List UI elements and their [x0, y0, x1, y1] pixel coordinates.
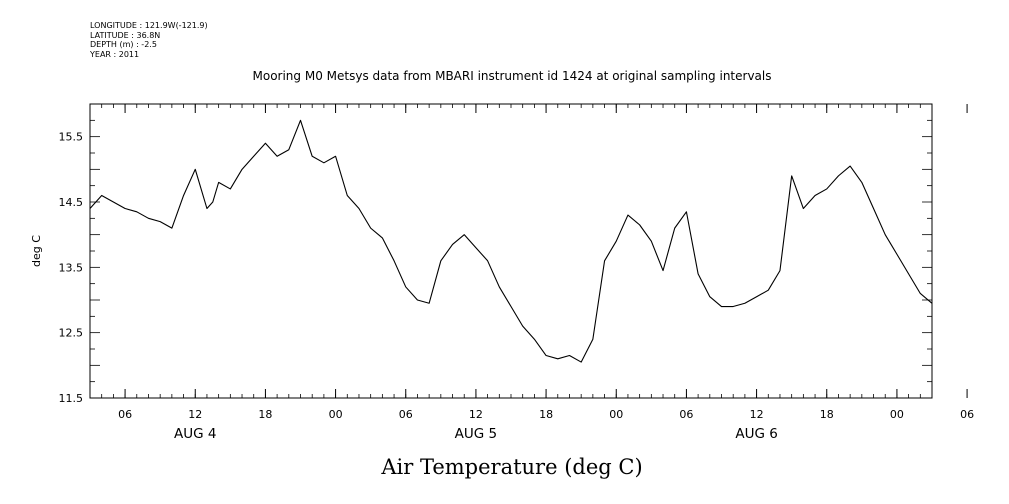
- y-tick-label: 15.5: [59, 131, 84, 144]
- x-hour-label: 06: [960, 408, 974, 421]
- x-hour-label: 18: [820, 408, 834, 421]
- x-hour-label: 06: [679, 408, 693, 421]
- x-hour-label: 12: [750, 408, 764, 421]
- minor-ticks: [89, 103, 933, 399]
- x-hour-label: 18: [539, 408, 553, 421]
- series-layer: [89, 119, 933, 363]
- x-hour-label: 12: [188, 408, 202, 421]
- chart-title: Mooring M0 Metsys data from MBARI instru…: [253, 69, 772, 83]
- x-hour-label: 06: [118, 408, 132, 421]
- x-hour-label: 00: [890, 408, 904, 421]
- x-date-label: AUG 5: [455, 426, 497, 442]
- series-line: [89, 119, 933, 363]
- longitude-label: LONGITUDE : 121.9W(-121.9): [90, 21, 208, 30]
- y-tick-label: 12.5: [59, 327, 84, 340]
- y-axis-label: deg C: [30, 235, 43, 267]
- y-tick-label: 11.5: [59, 392, 84, 405]
- x-hour-label: 12: [469, 408, 483, 421]
- x-hour-label: 06: [399, 408, 413, 421]
- x-date-label: AUG 4: [174, 426, 216, 442]
- year-label: YEAR : 2011: [90, 49, 140, 59]
- depth-label: DEPTH (m) : -2.5: [90, 40, 157, 49]
- bottom-title: Air Temperature (deg C): [380, 455, 642, 479]
- x-date-label: AUG 6: [735, 426, 777, 442]
- x-hour-label: 00: [609, 408, 623, 421]
- x-hour-label: 00: [329, 408, 343, 421]
- x-axis-ticks: 0612180006121800061218000612180006121800…: [118, 104, 974, 442]
- y-axis-ticks: 11.5 12.5 13.5 14.5 15.5: [59, 131, 84, 405]
- y-tick-label: 13.5: [59, 261, 84, 274]
- metadata-block: LONGITUDE : 121.9W(-121.9) LATITUDE : 36…: [90, 21, 208, 59]
- x-hour-label: 18: [258, 408, 272, 421]
- plot-frame: [89, 103, 933, 399]
- y-tick-label: 14.5: [59, 196, 84, 209]
- latitude-label: LATITUDE : 36.8N: [90, 30, 161, 40]
